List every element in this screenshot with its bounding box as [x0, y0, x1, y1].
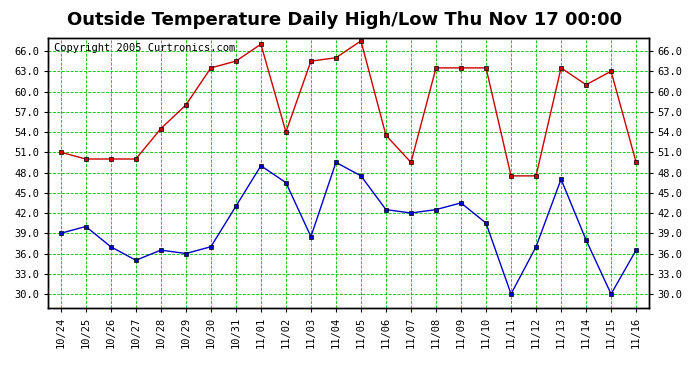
Text: Outside Temperature Daily High/Low Thu Nov 17 00:00: Outside Temperature Daily High/Low Thu N… — [68, 11, 622, 29]
Text: Copyright 2005 Curtronics.com: Copyright 2005 Curtronics.com — [55, 43, 235, 53]
